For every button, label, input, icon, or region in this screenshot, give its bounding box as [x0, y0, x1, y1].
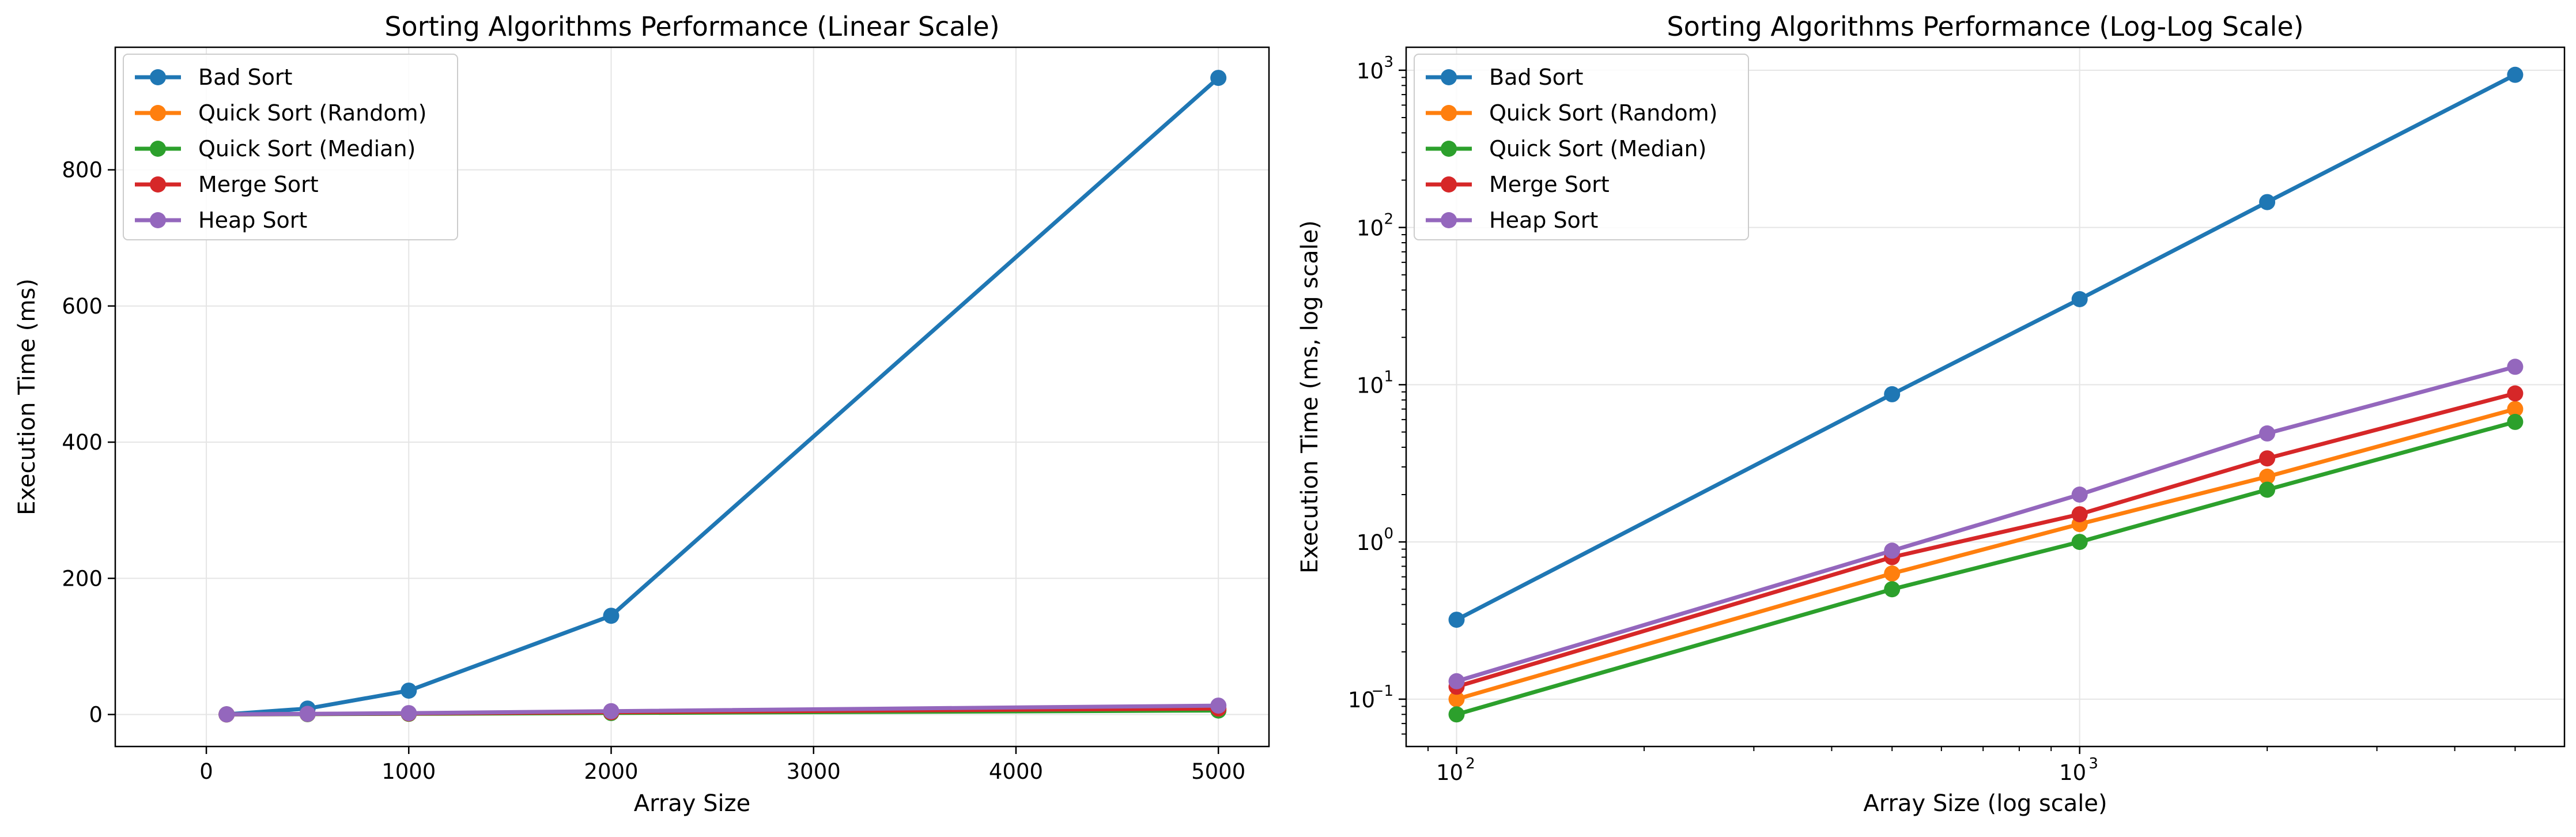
x-axis-label: Array Size (log scale) — [1863, 790, 2107, 817]
y-tick-exponent: 0 — [1384, 525, 1393, 542]
x-tick-label: 1000 — [382, 759, 436, 784]
x-tick-exponent: 3 — [2088, 755, 2098, 772]
x-tick-label: 5000 — [1191, 759, 1245, 784]
legend-label: Bad Sort — [198, 65, 292, 90]
y-tick-label: 200 — [62, 566, 103, 591]
legend-swatch-marker — [1441, 176, 1457, 193]
y-tick-label: 10 — [1357, 216, 1384, 241]
data-point-bad_sort — [2507, 66, 2524, 83]
legend-label: Merge Sort — [198, 172, 319, 197]
y-tick-label: 600 — [62, 294, 103, 319]
legend-label: Bad Sort — [1489, 65, 1583, 90]
legend-box — [1414, 54, 1749, 240]
legend-box — [123, 54, 458, 240]
data-point-quick_random — [1884, 565, 1901, 582]
series-line-merge — [1455, 391, 2517, 689]
legend-swatch-marker — [150, 212, 166, 228]
legend-label: Merge Sort — [1489, 172, 1610, 197]
legend-label: Quick Sort (Median) — [198, 136, 416, 161]
legend-label: Quick Sort (Random) — [198, 100, 426, 126]
data-point-heap — [2259, 425, 2276, 442]
legend-swatch-marker — [1441, 141, 1457, 157]
legend-swatch-marker — [150, 176, 166, 193]
y-tick-exponent: 1 — [1384, 368, 1393, 385]
legend: Bad Sort Quick Sort (Random) Quick Sort (M… — [123, 54, 458, 240]
x-tick-label: 10 — [1436, 760, 1463, 785]
x-tick-label: 4000 — [989, 759, 1043, 784]
data-point-heap — [299, 706, 316, 722]
data-point-bad_sort — [2259, 194, 2276, 210]
data-point-quick_median — [2071, 534, 2088, 551]
legend-swatch-marker — [150, 141, 166, 157]
legend-swatch-marker — [1441, 105, 1457, 121]
chart-title: Sorting Algorithms Performance (Linear S… — [384, 11, 999, 42]
x-axis-label: Array Size — [634, 790, 751, 817]
data-point-quick_median — [2507, 413, 2524, 430]
data-point-quick_random — [2507, 401, 2524, 417]
legend-swatch-marker — [1441, 69, 1457, 85]
data-point-merge — [2507, 385, 2524, 402]
series-line-quick_random — [1455, 407, 2517, 702]
y-tick-label: 800 — [62, 158, 103, 183]
data-point-bad_sort — [603, 608, 620, 624]
legend-swatch-marker — [1441, 212, 1457, 228]
data-point-quick_random — [1448, 691, 1465, 707]
legend-label: Quick Sort (Median) — [1489, 136, 1706, 161]
legend-label: Quick Sort (Random) — [1489, 100, 1717, 126]
data-point-quick_median — [1884, 581, 1901, 598]
data-point-merge — [2259, 450, 2276, 467]
series-line-heap — [1455, 364, 2517, 684]
data-point-heap — [1210, 698, 1227, 714]
y-axis-label: Execution Time (ms, log scale) — [1297, 220, 1323, 574]
legend-label: Heap Sort — [198, 208, 307, 233]
data-point-heap — [1448, 673, 1465, 689]
x-tick-exponent: 2 — [1465, 755, 1475, 772]
data-point-bad_sort — [1448, 612, 1465, 628]
data-point-bad_sort — [401, 683, 417, 699]
legend-swatch-marker — [150, 69, 166, 85]
axes-frame — [114, 46, 1270, 748]
series-line-quick_median — [1455, 420, 2517, 717]
data-point-bad_sort — [1210, 70, 1227, 86]
axes-frame — [1405, 46, 2566, 748]
y-tick-exponent: 3 — [1384, 54, 1393, 71]
data-point-quick_median — [1448, 706, 1465, 723]
data-point-heap — [1884, 542, 1901, 559]
data-point-heap — [2507, 359, 2524, 375]
x-tick-label: 2000 — [584, 759, 638, 784]
legend-swatch-marker — [150, 105, 166, 121]
y-tick-label: 10 — [1357, 530, 1384, 555]
y-tick-label: 10 — [1357, 59, 1384, 84]
data-point-heap — [401, 705, 417, 722]
data-point-quick_random — [2259, 468, 2276, 485]
data-point-bad_sort — [2071, 291, 2088, 307]
x-tick-label: 10 — [2059, 760, 2086, 785]
y-tick-label: 10 — [1348, 688, 1375, 712]
data-point-quick_median — [2259, 481, 2276, 498]
y-tick-label: 0 — [89, 702, 103, 727]
data-point-heap — [603, 703, 620, 719]
y-tick-exponent: −1 — [1372, 683, 1393, 700]
linear-scale-chart: 0 1000 2000 3000 4000 5000 0 200 400 600 800 Sortin… — [14, 11, 1270, 817]
data-point-bad_sort — [1884, 386, 1901, 402]
y-tick-label: 10 — [1357, 373, 1384, 398]
y-tick-label: 400 — [62, 430, 103, 455]
x-tick-label: 3000 — [787, 759, 841, 784]
legend-label: Heap Sort — [1489, 208, 1598, 233]
legend: Bad Sort Quick Sort (Random) Quick Sort (M… — [1414, 54, 1749, 240]
x-tick-label: 0 — [199, 759, 213, 784]
y-tick-exponent: 2 — [1384, 211, 1393, 228]
data-point-heap — [2071, 487, 2088, 503]
data-point-heap — [218, 706, 235, 723]
data-point-merge — [2071, 506, 2088, 523]
chart-title: Sorting Algorithms Performance (Log-Log … — [1667, 11, 2303, 42]
y-axis-label: Execution Time (ms) — [14, 278, 40, 515]
